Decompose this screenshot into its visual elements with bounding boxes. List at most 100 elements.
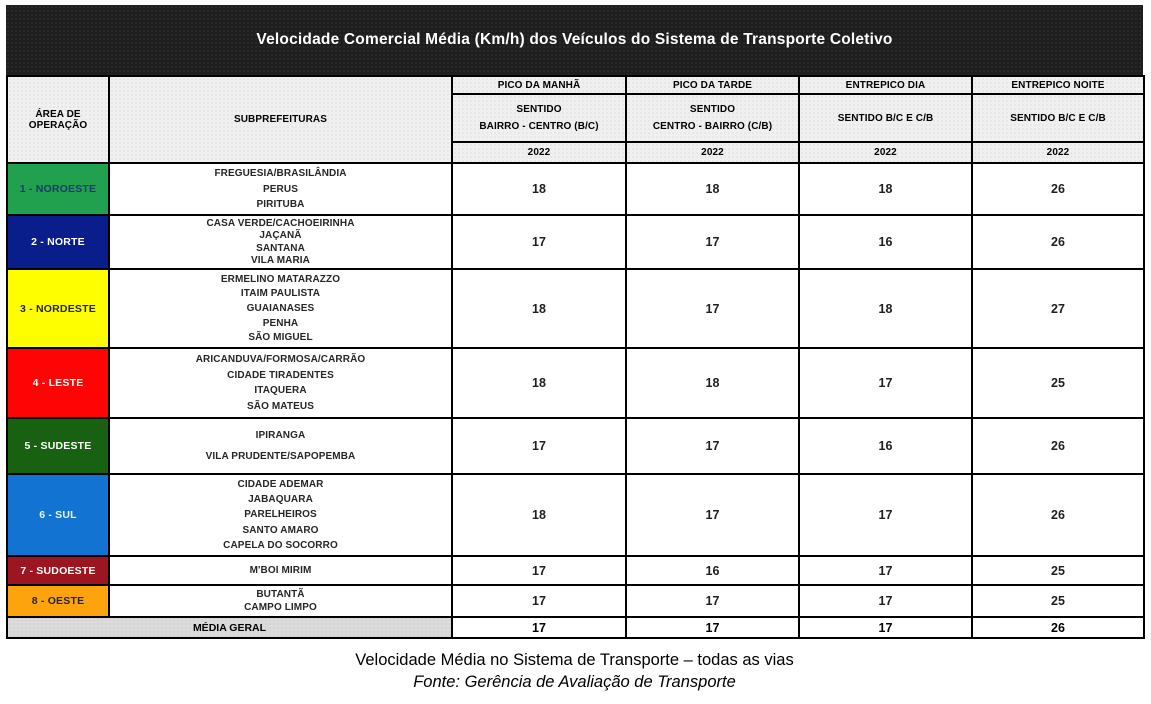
subprefeitura-label: CAMPO LIMPO: [244, 602, 317, 614]
value-pico-tarde: 17: [625, 584, 800, 618]
subprefeitura-label: SANTANA: [256, 242, 305, 254]
area-cell: 3 - NORDESTE: [6, 268, 110, 349]
value-pico-manha: 17: [451, 584, 627, 618]
subprefeitura-label: GUAIANASES: [246, 302, 315, 314]
sentido-bc: SENTIDO BAIRRO - CENTRO (B/C): [451, 93, 627, 143]
subprefeitura-label: PERUS: [263, 183, 298, 195]
subprefeitura-label: SÃO MATEUS: [247, 401, 314, 413]
subprefeitura-label: SÃO MIGUEL: [248, 332, 313, 344]
table-row: 6 - SUL CIDADE ADEMAR JABAQUARA PARELHEIRO…: [6, 473, 1145, 557]
subprefeitura-label: VILA MARIA: [251, 255, 310, 267]
col-header-subprefeituras: SUBPREFEITURAS: [108, 75, 453, 164]
value-entrepico-dia: 17: [798, 555, 973, 586]
table-row: 5 - SUDESTE IPIRANGA VILA PRUDENTE/SAPOPE…: [6, 417, 1145, 475]
value-entrepico-dia: 17: [798, 347, 973, 419]
value-pico-tarde: 17: [625, 473, 800, 557]
value-pico-tarde: 18: [625, 162, 800, 216]
media-value-entrepico-dia: 17: [798, 616, 973, 639]
table-header: ÁREA DE OPERAÇÃO SUBPREFEITURAS PICO DA …: [6, 75, 1145, 164]
speed-table: ÁREA DE OPERAÇÃO SUBPREFEITURAS PICO DA …: [6, 75, 1145, 639]
media-value-entrepico-noite: 26: [971, 616, 1145, 639]
area-cell: 8 - OESTE: [6, 584, 110, 618]
subprefeitura-label: VILA PRUDENTE/SAPOPEMBA: [205, 451, 356, 463]
value-entrepico-dia: 18: [798, 268, 973, 349]
media-geral-label: MÉDIA GERAL: [6, 616, 453, 639]
value-entrepico-noite: 26: [971, 214, 1145, 270]
subprefeitura-label: JABAQUARA: [248, 494, 313, 506]
value-pico-manha: 17: [451, 555, 627, 586]
area-cell: 7 - SUDOESTE: [6, 555, 110, 586]
subprefeitura-label: PARELHEIROS: [244, 509, 317, 521]
value-entrepico-dia: 16: [798, 214, 973, 270]
value-pico-tarde: 17: [625, 417, 800, 475]
value-entrepico-dia: 16: [798, 417, 973, 475]
col-header-entrepico-dia: ENTREPICO DIA: [798, 75, 973, 95]
area-cell: 1 - NOROESTE: [6, 162, 110, 216]
table-row: 2 - NORTE CASA VERDE/CACHOEIRINHA JAÇANÃ S…: [6, 214, 1145, 270]
value-pico-tarde: 16: [625, 555, 800, 586]
caption-title: Velocidade Média no Sistema de Transport…: [355, 651, 794, 669]
year-pico-manha: 2022: [451, 141, 627, 164]
subprefeitura-label: CIDADE TIRADENTES: [227, 369, 334, 381]
media-value-pico-manha: 17: [451, 616, 627, 639]
subprefeituras-cell: CASA VERDE/CACHOEIRINHA JAÇANÃ SANTANA VILA…: [108, 214, 453, 270]
subprefeitura-label: IPIRANGA: [255, 429, 306, 441]
subprefeitura-label: CAPELA DO SOCORRO: [223, 539, 338, 551]
value-entrepico-dia: 17: [798, 584, 973, 618]
table-row: 3 - NORDESTE ERMELINO MATARAZZO ITAIM PAU…: [6, 268, 1145, 349]
table-row: 8 - OESTE BUTANTÃ CAMPO LIMPO 17 17 17 25: [6, 584, 1145, 618]
speed-report: Velocidade Comercial Média (Km/h) dos Ve…: [6, 5, 1145, 692]
col-header-pico-manha: PICO DA MANHÃ: [451, 75, 627, 95]
area-cell: 2 - NORTE: [6, 214, 110, 270]
area-cell: 4 - LESTE: [6, 347, 110, 419]
subprefeitura-label: JAÇANÃ: [259, 230, 302, 242]
subprefeitura-label: SANTO AMARO: [242, 524, 319, 536]
subprefeituras-cell: CIDADE ADEMAR JABAQUARA PARELHEIROS SANTO A…: [108, 473, 453, 557]
subprefeitura-label: PENHA: [262, 317, 299, 329]
value-pico-manha: 17: [451, 214, 627, 270]
subprefeituras-cell: ARICANDUVA/FORMOSA/CARRÃO CIDADE TIRADENT…: [108, 347, 453, 419]
sentido-cb: SENTIDO CENTRO - BAIRRO (C/B): [625, 93, 800, 143]
value-pico-tarde: 17: [625, 214, 800, 270]
subprefeitura-label: ERMELINO MATARAZZO: [220, 273, 341, 285]
table-title: Velocidade Comercial Média (Km/h) dos Ve…: [6, 5, 1143, 75]
col-header-pico-tarde: PICO DA TARDE: [625, 75, 800, 95]
sentido-noite: SENTIDO B/C E C/B: [971, 93, 1145, 143]
value-entrepico-noite: 25: [971, 555, 1145, 586]
sentido-dia: SENTIDO B/C E C/B: [798, 93, 973, 143]
table-row: 4 - LESTE ARICANDUVA/FORMOSA/CARRÃO CIDAD…: [6, 347, 1145, 419]
table-body: 1 - NOROESTE FREGUESIA/BRASILÂNDIA PERUS P…: [6, 162, 1145, 618]
value-entrepico-noite: 25: [971, 584, 1145, 618]
table-footer: MÉDIA GERAL 17 17 17 26: [6, 616, 1145, 639]
media-value-pico-tarde: 17: [625, 616, 800, 639]
subprefeitura-label: PIRITUBA: [256, 198, 305, 210]
subprefeituras-cell: ERMELINO MATARAZZO ITAIM PAULISTA GUAIANAS…: [108, 268, 453, 349]
subprefeitura-label: M'BOI MIRIM: [249, 565, 312, 576]
subprefeitura-label: CASA VERDE/CACHOEIRINHA: [206, 217, 355, 229]
value-pico-manha: 18: [451, 473, 627, 557]
subprefeitura-label: FREGUESIA/BRASILÂNDIA: [214, 168, 347, 180]
value-pico-manha: 17: [451, 417, 627, 475]
value-entrepico-noite: 26: [971, 162, 1145, 216]
subprefeituras-cell: M'BOI MIRIM: [108, 555, 453, 586]
value-entrepico-noite: 27: [971, 268, 1145, 349]
media-geral-row: MÉDIA GERAL 17 17 17 26: [6, 616, 1145, 639]
year-entrepico-noite: 2022: [971, 141, 1145, 164]
value-entrepico-noite: 26: [971, 417, 1145, 475]
value-pico-tarde: 17: [625, 268, 800, 349]
table-row: 1 - NOROESTE FREGUESIA/BRASILÂNDIA PERUS P…: [6, 162, 1145, 216]
value-entrepico-noite: 26: [971, 473, 1145, 557]
col-header-entrepico-noite: ENTREPICO NOITE: [971, 75, 1145, 95]
subprefeitura-label: ARICANDUVA/FORMOSA/CARRÃO: [195, 353, 366, 365]
subprefeitura-label: BUTANTÃ: [256, 588, 305, 600]
area-cell: 6 - SUL: [6, 473, 110, 557]
value-entrepico-noite: 25: [971, 347, 1145, 419]
col-header-area: ÁREA DE OPERAÇÃO: [6, 75, 110, 164]
year-pico-tarde: 2022: [625, 141, 800, 164]
caption: Velocidade Média no Sistema de Transport…: [6, 651, 1143, 692]
area-cell: 5 - SUDESTE: [6, 417, 110, 475]
value-pico-manha: 18: [451, 268, 627, 349]
subprefeituras-cell: BUTANTÃ CAMPO LIMPO: [108, 584, 453, 618]
table-row: 7 - SUDOESTE M'BOI MIRIM 17 16 17 25: [6, 555, 1145, 586]
year-entrepico-dia: 2022: [798, 141, 973, 164]
